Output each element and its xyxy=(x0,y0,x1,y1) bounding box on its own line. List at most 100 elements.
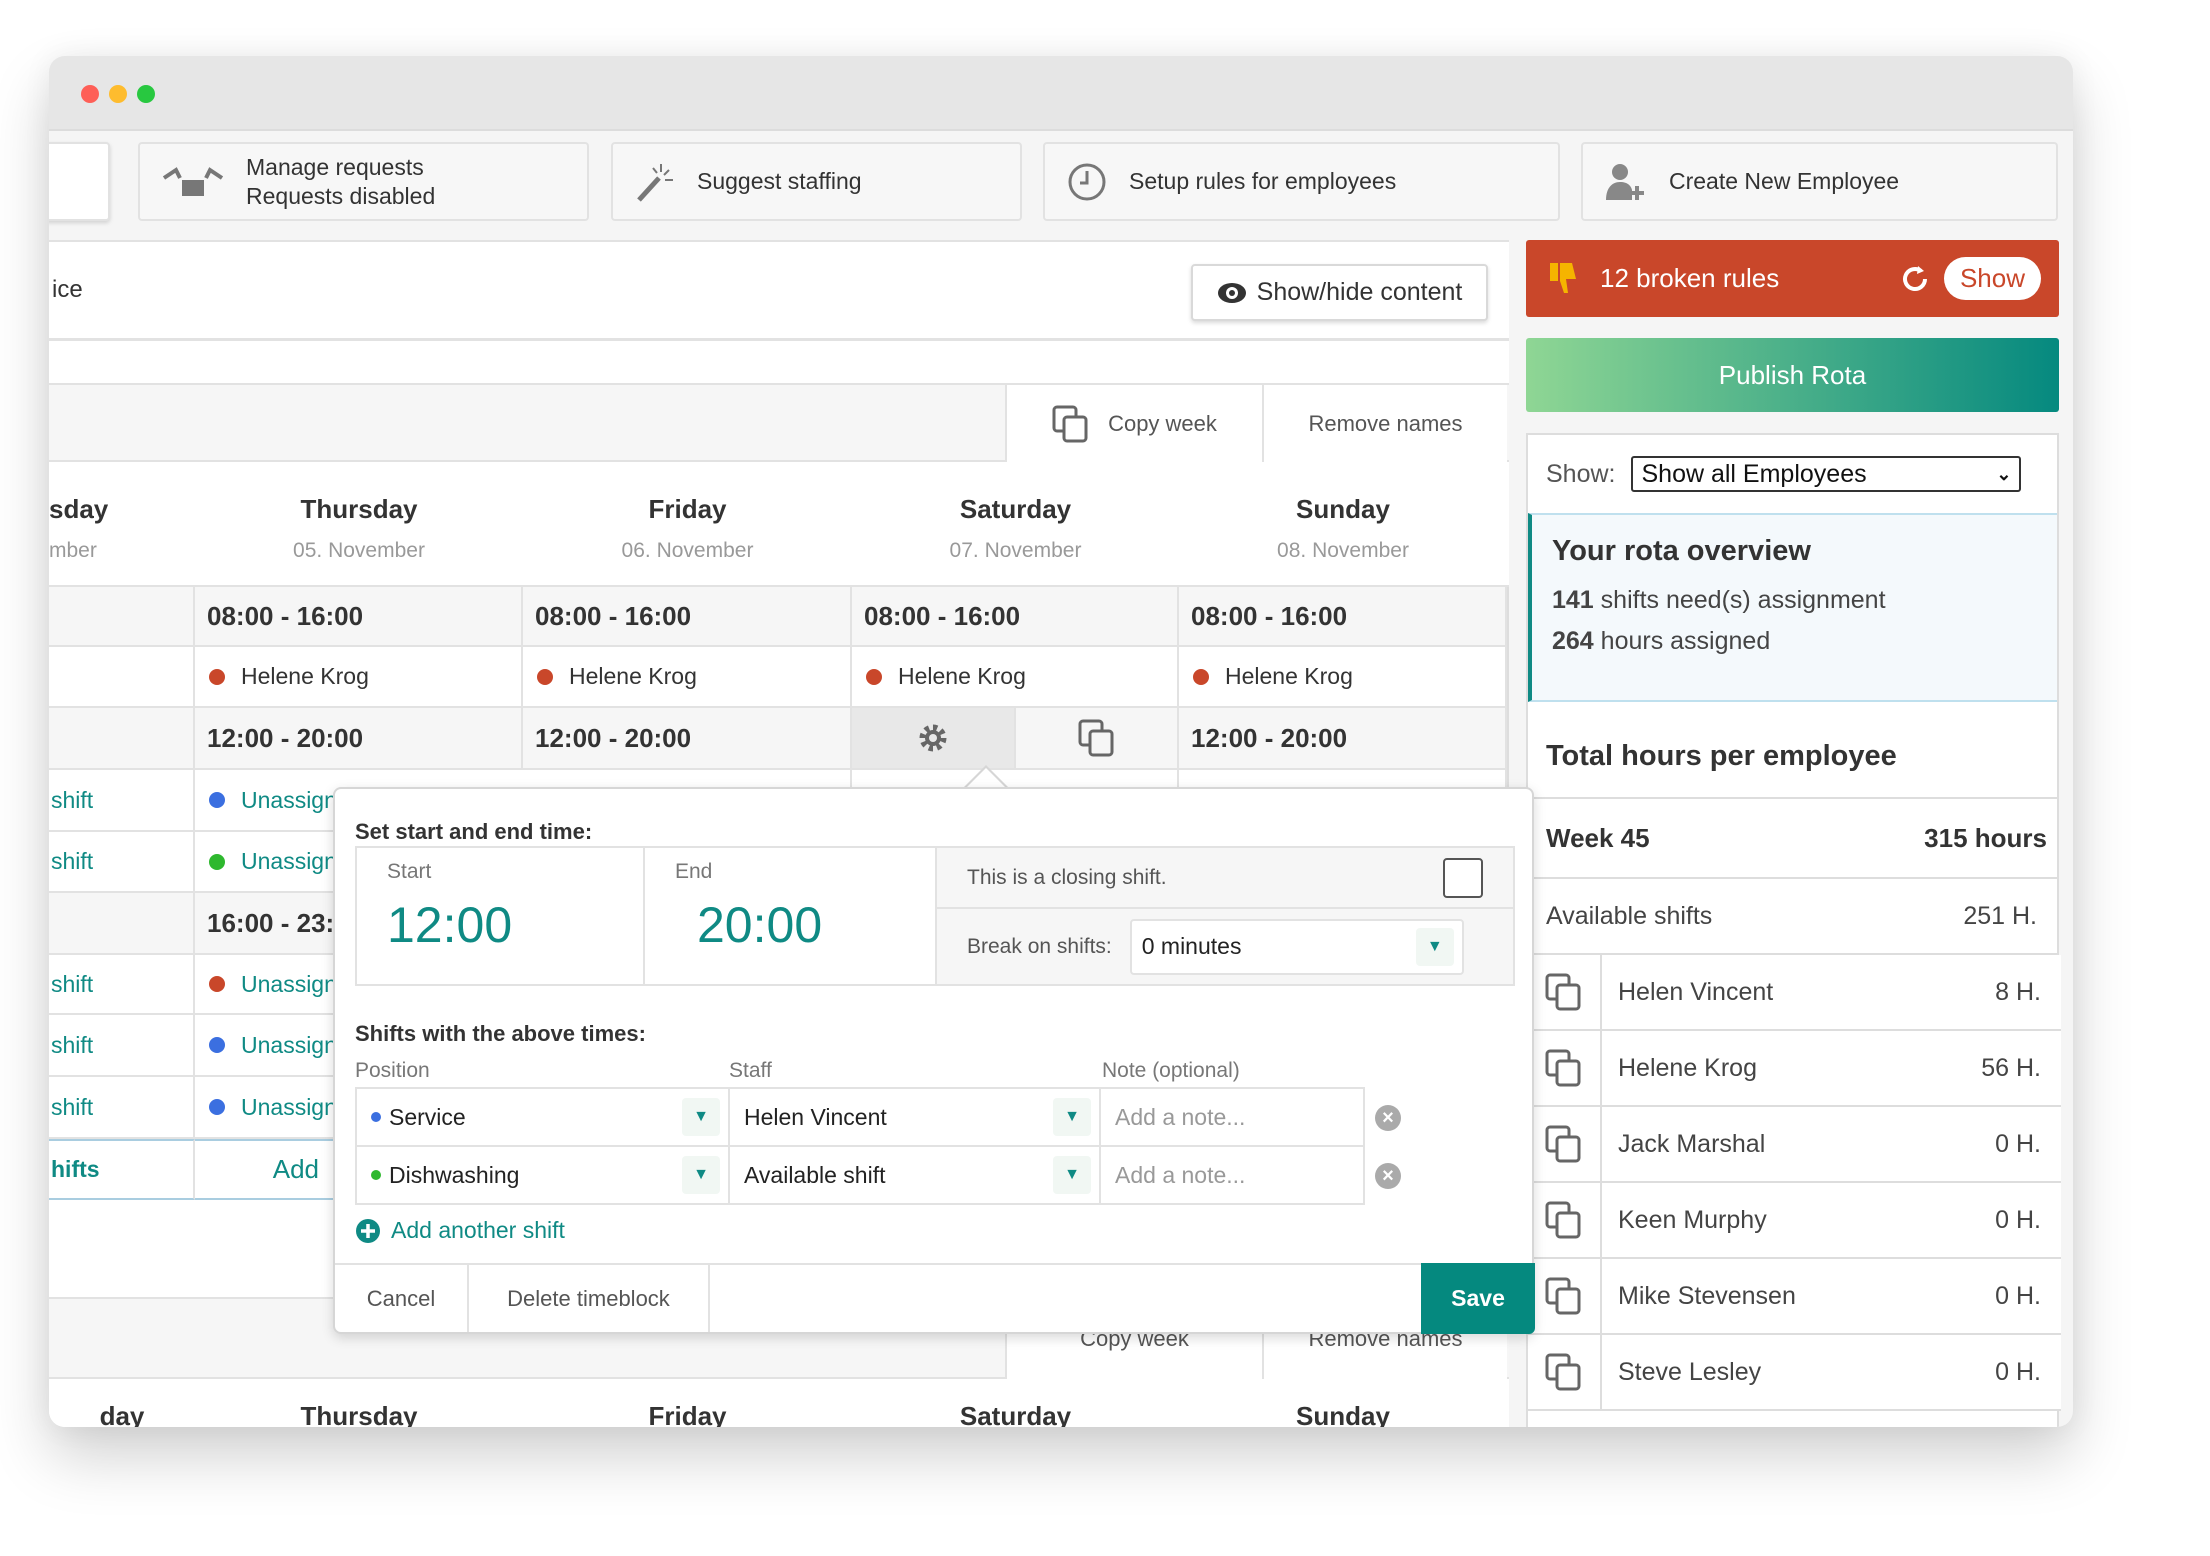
employee-row[interactable]: Jack Marshal 0 H. xyxy=(1528,1107,2061,1183)
shift-cell[interactable]: 08:00 - 16:00 xyxy=(523,587,852,647)
shift-cell[interactable]: Helene Krog xyxy=(195,647,523,708)
shift-cell[interactable]: 16:00 - 23:00 xyxy=(195,893,333,955)
copy-week-button[interactable]: Copy week xyxy=(1005,385,1262,462)
save-button[interactable]: Save xyxy=(1421,1263,1535,1334)
clock-icon xyxy=(1068,163,1106,200)
end-time-value[interactable]: 20:00 xyxy=(697,897,823,953)
shift-cell[interactable]: 08:00 - 16:00 xyxy=(852,587,1179,647)
shift-cell[interactable] xyxy=(852,708,1179,770)
end-label: End xyxy=(675,860,713,883)
remove-shift-icon[interactable]: × xyxy=(1375,1105,1401,1131)
shift-cell[interactable]: 12:00 - 20:00 xyxy=(195,708,523,770)
broken-rules-banner[interactable]: 12 broken rules Show xyxy=(1526,240,2059,317)
staff-value: Helen Vincent xyxy=(744,1103,887,1130)
shift-cell[interactable]: Unassigned xyxy=(195,1077,333,1139)
refresh-icon[interactable] xyxy=(1900,264,1930,294)
minimize-window-button[interactable] xyxy=(109,85,127,103)
note-input[interactable]: Add a note... xyxy=(1099,1087,1365,1147)
available-shifts-hours: 251 H. xyxy=(1963,901,2037,930)
position-dot xyxy=(371,1170,381,1180)
close-window-button[interactable] xyxy=(81,85,99,103)
copy-icon[interactable] xyxy=(1528,1183,1602,1257)
shift-cell[interactable]: Helene Krog xyxy=(1179,647,1507,708)
next-week-day-headers: day Thursday Friday Saturday Sunday xyxy=(49,1379,1509,1427)
shift-cell[interactable]: Helene Krog xyxy=(523,647,852,708)
maximize-window-button[interactable] xyxy=(137,85,155,103)
employee-name: Keen Murphy xyxy=(1618,1205,1767,1234)
employee-hours: 0 H. xyxy=(1995,1281,2041,1310)
employee-row[interactable]: Steve Lesley 0 H. xyxy=(1528,1335,2061,1411)
shift-cell[interactable]: Helene Krog xyxy=(852,647,1179,708)
available-shifts-row: Available shifts 251 H. xyxy=(1528,879,2057,955)
shift-rows: Service ▼ Helen Vincent ▼ Add a note... × Dish… xyxy=(355,1087,1525,1207)
shift-cell[interactable]: 12:00 - 20:00 xyxy=(1179,708,1507,770)
toolbar-button-partial[interactable] xyxy=(49,142,110,221)
note-input[interactable]: Add a note... xyxy=(1099,1145,1365,1205)
position-dot xyxy=(371,1112,381,1122)
employee-row[interactable]: Keen Murphy 0 H. xyxy=(1528,1183,2061,1259)
employee-row[interactable]: Helene Krog 56 H. xyxy=(1528,1031,2061,1107)
closing-shift-row: This is a closing shift. xyxy=(937,848,1513,909)
suggest-staffing-button[interactable]: Suggest staffing xyxy=(611,142,1022,221)
shift-cell[interactable]: Unassigned xyxy=(195,1015,333,1077)
shift-cell[interactable]: Unassigned xyxy=(195,955,333,1015)
shift-time: 08:00 - 16:00 xyxy=(207,600,364,631)
copy-icon[interactable] xyxy=(1528,1259,1602,1333)
position-value: Service xyxy=(389,1103,466,1130)
employee-row[interactable]: Mike Stevensen 0 H. xyxy=(1528,1259,2061,1335)
copy-icon[interactable] xyxy=(1528,1335,1602,1409)
employee-filter-value: Show all Employees xyxy=(1641,459,1867,488)
show-hide-content-button[interactable]: Show/hide content xyxy=(1191,264,1488,321)
copy-icon[interactable] xyxy=(1528,955,1602,1029)
gear-icon[interactable] xyxy=(852,708,1016,768)
copy-icon[interactable] xyxy=(1016,719,1177,757)
requests-status: Requests disabled xyxy=(246,182,436,209)
start-time-value[interactable]: 12:00 xyxy=(387,897,513,953)
cancel-button[interactable]: Cancel xyxy=(335,1265,469,1332)
remove-names-button[interactable]: Remove names xyxy=(1262,385,1507,462)
copy-icon[interactable] xyxy=(1528,1031,1602,1105)
employee-filter-select[interactable]: Show all Employees ⌄ xyxy=(1631,456,2022,492)
create-employee-label: Create New Employee xyxy=(1669,168,1900,194)
break-select[interactable]: 0 minutes ▼ xyxy=(1129,918,1464,975)
shift-cell[interactable]: Add xyxy=(195,1139,333,1200)
shift-cell[interactable]: 12:00 - 20:00 xyxy=(523,708,852,770)
delete-timeblock-button[interactable]: Delete timeblock xyxy=(469,1265,710,1332)
shift-time: 12:00 - 20:00 xyxy=(207,722,364,753)
employee-row[interactable]: Helen Vincent 8 H. xyxy=(1528,955,2061,1031)
show-broken-rules-button[interactable]: Show xyxy=(1943,257,2041,300)
manage-requests-label: Manage requests xyxy=(246,153,424,180)
shift-time: 12:00 - 20:00 xyxy=(1191,722,1348,753)
popover-footer: Cancel Delete timeblock Save xyxy=(335,1263,1535,1334)
status-dot xyxy=(866,668,882,685)
status-dot xyxy=(209,853,225,870)
copy-icon[interactable] xyxy=(1528,1107,1602,1181)
magic-wand-icon xyxy=(637,163,673,202)
end-time-field[interactable]: End 20:00 xyxy=(645,848,937,984)
app-window: Manage requests Requests disabled Suggest… xyxy=(49,56,2073,1427)
position-select[interactable]: Service ▼ xyxy=(355,1087,730,1147)
position-select[interactable]: Dishwashing ▼ xyxy=(355,1145,730,1205)
add-shift-link[interactable]: Add xyxy=(272,1154,319,1184)
rota-header: ice Show/hide content xyxy=(49,240,1509,341)
closing-shift-checkbox[interactable] xyxy=(1443,857,1483,898)
shift-cell[interactable]: Unassigned xyxy=(195,832,333,893)
shift-cell[interactable]: 08:00 - 16:00 xyxy=(1179,587,1507,647)
add-shift-label: Add another shift xyxy=(391,1217,565,1243)
position-column-header: Position xyxy=(355,1059,430,1082)
publish-rota-button[interactable]: Publish Rota xyxy=(1526,338,2059,412)
row-label xyxy=(49,893,195,955)
employee-hours: 8 H. xyxy=(1995,977,2041,1006)
dropdown-arrow-icon: ▼ xyxy=(682,1156,720,1194)
start-time-field[interactable]: Start 12:00 xyxy=(357,848,645,984)
shift-cell[interactable]: Unassigned xyxy=(195,770,333,832)
staff-select[interactable]: Helen Vincent ▼ xyxy=(728,1087,1101,1147)
add-another-shift-button[interactable]: Add another shift xyxy=(355,1217,565,1244)
day-name: Thursday xyxy=(300,1401,418,1427)
shift-cell[interactable]: 08:00 - 16:00 xyxy=(195,587,523,647)
setup-rules-button[interactable]: Setup rules for employees xyxy=(1043,142,1560,221)
remove-shift-icon[interactable]: × xyxy=(1375,1163,1401,1189)
staff-select[interactable]: Available shift ▼ xyxy=(728,1145,1101,1205)
create-employee-button[interactable]: Create New Employee xyxy=(1581,142,2058,221)
manage-requests-button[interactable]: Manage requests Requests disabled xyxy=(138,142,589,221)
